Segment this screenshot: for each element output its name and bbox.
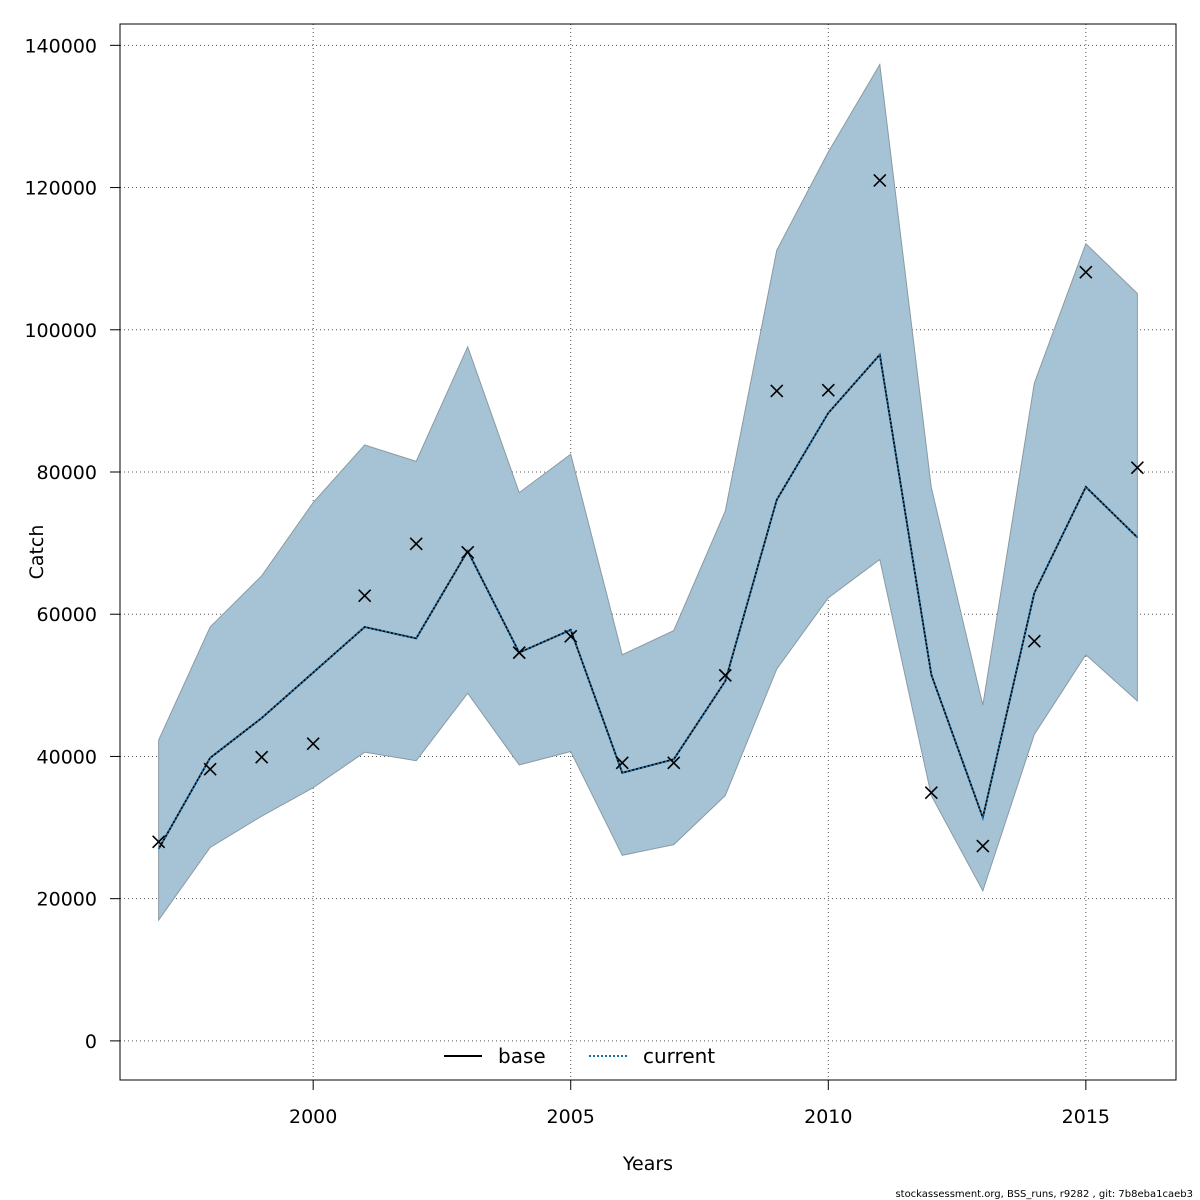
observed-point: [358, 589, 372, 603]
observed-point: [873, 173, 887, 188]
observed-point: [615, 756, 629, 770]
observed-point: [152, 835, 166, 849]
observed-points: [152, 173, 1144, 853]
y-axis-title: Catch: [26, 525, 48, 580]
y-tick-label: 140000: [24, 35, 97, 57]
observed-point: [821, 383, 835, 397]
series-lines: [157, 352, 1138, 850]
observed-point: [1027, 634, 1041, 648]
x-tick-label: 2010: [804, 1106, 852, 1128]
observed-point: [512, 646, 526, 660]
observed-point: [1130, 461, 1144, 475]
x-axis-title: Years: [622, 1153, 673, 1175]
observed-point: [255, 750, 269, 764]
legend-label-current: current: [643, 1044, 715, 1068]
observed-point: [461, 545, 475, 559]
observed-point: [924, 786, 938, 800]
x-axis: 2000 2005 2010 2015: [289, 1079, 1110, 1128]
y-tick-label: 40000: [37, 746, 97, 768]
y-tick-label: 120000: [24, 178, 97, 200]
observed-point: [203, 762, 217, 776]
observed-point: [409, 537, 423, 551]
observed-point: [976, 839, 990, 853]
confidence-band: [158, 63, 1138, 922]
legend: base current: [444, 1044, 715, 1068]
series-line-current: [157, 352, 1138, 850]
observed-point: [770, 384, 784, 398]
observed-point: [667, 756, 681, 770]
y-tick-label: 60000: [37, 604, 97, 626]
observed-point: [306, 737, 320, 751]
observed-point: [718, 668, 732, 682]
y-tick-label: 80000: [37, 462, 97, 484]
footer-note: stockassessment.org, BSS_runs, r9282 , g…: [895, 1189, 1193, 1200]
x-tick-label: 2000: [289, 1106, 337, 1128]
observed-point: [1079, 265, 1093, 279]
y-axis: 0 20000 40000 60000 80000 100000 120000 140000: [24, 35, 121, 1053]
x-tick-label: 2015: [1062, 1106, 1110, 1128]
legend-label-base: base: [498, 1044, 546, 1068]
y-tick-label: 0: [85, 1031, 97, 1053]
observed-point: [564, 629, 578, 643]
y-tick-label: 100000: [24, 320, 97, 342]
x-tick-label: 2005: [547, 1106, 595, 1128]
y-tick-label: 20000: [37, 889, 97, 911]
